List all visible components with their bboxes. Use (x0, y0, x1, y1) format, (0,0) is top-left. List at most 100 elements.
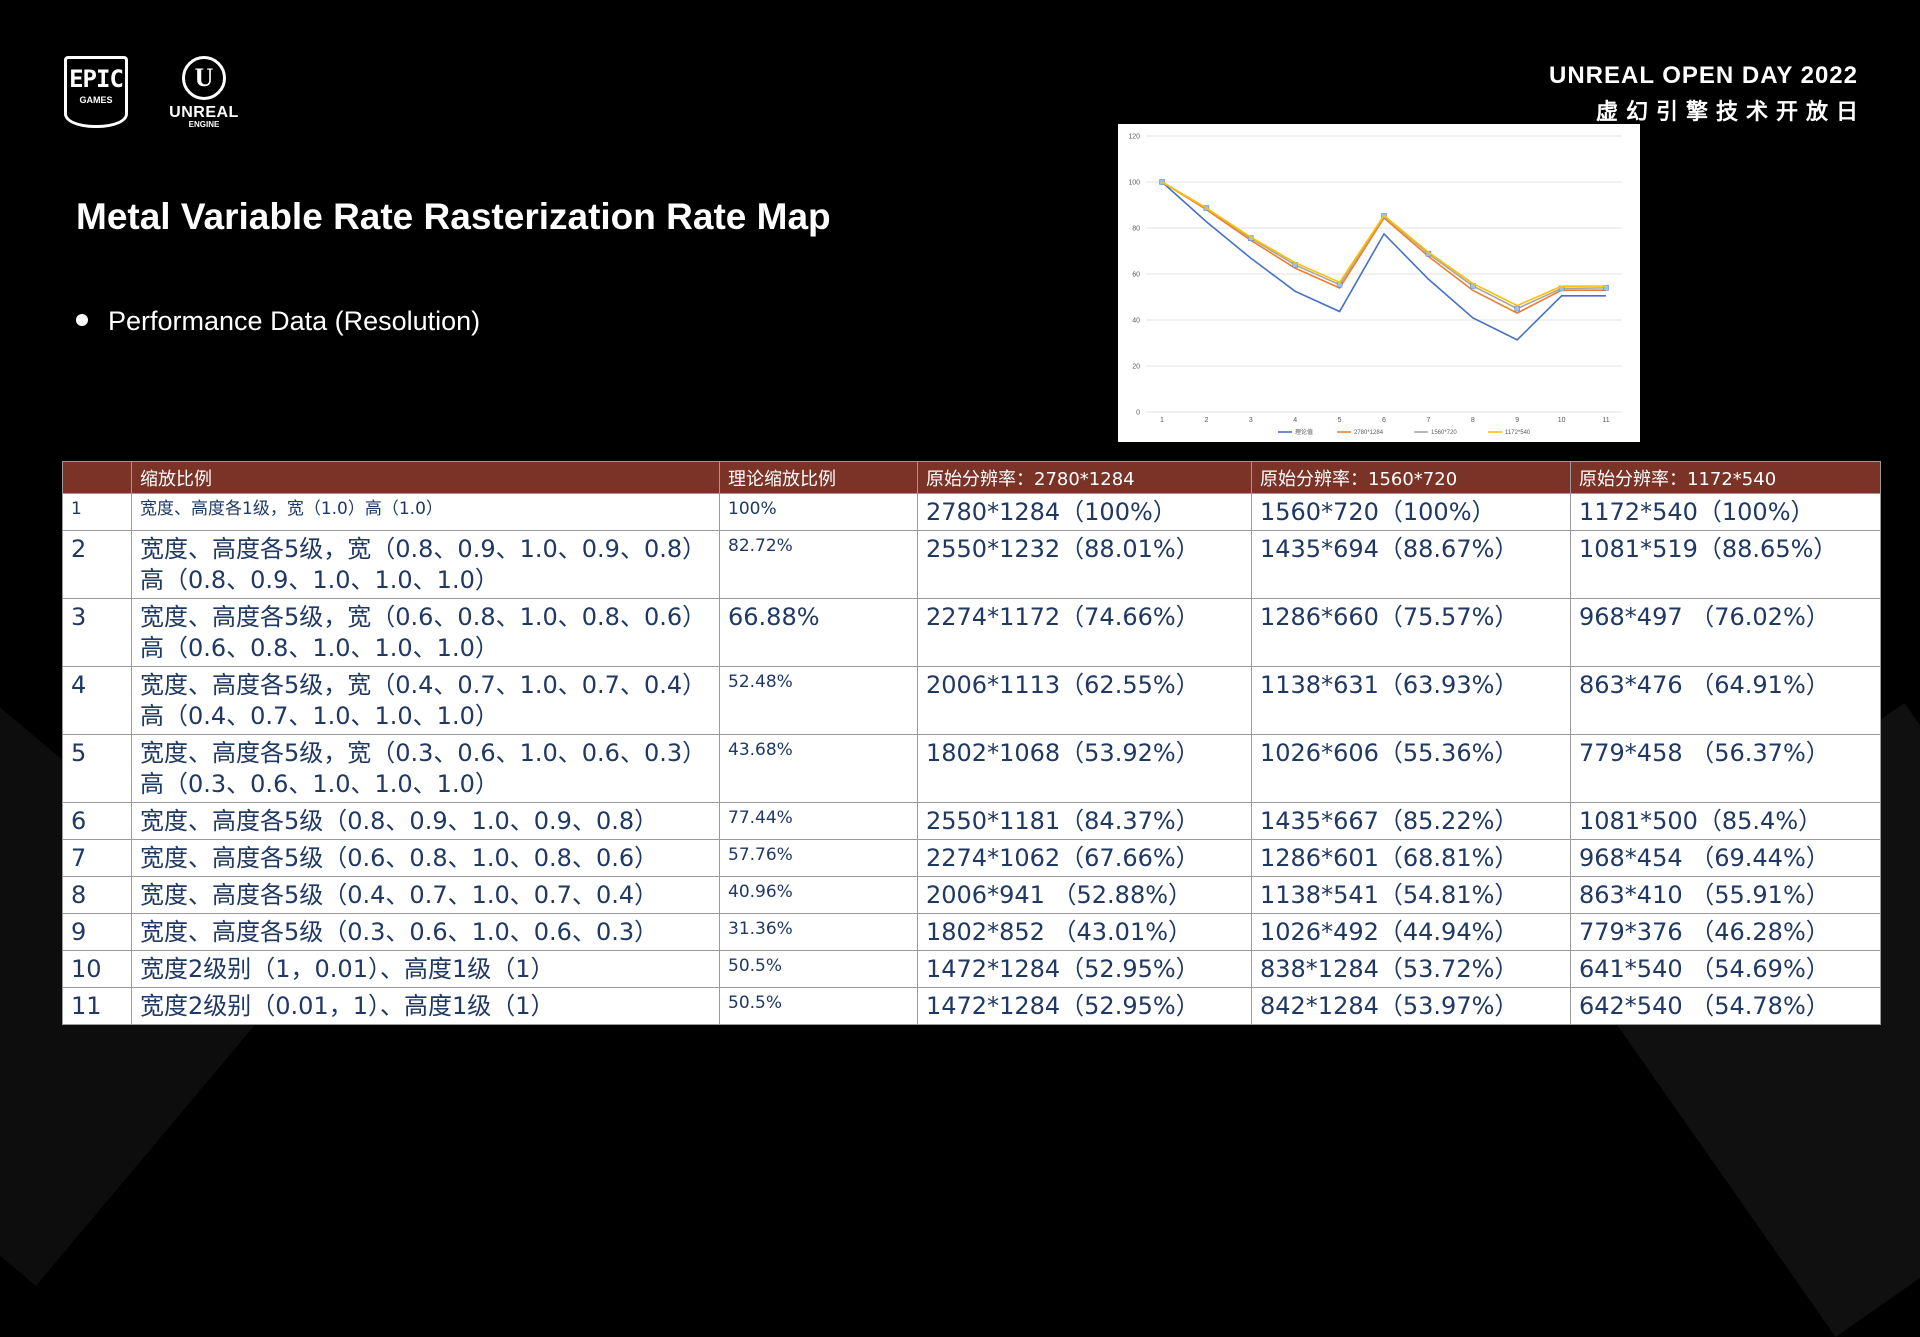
cell-res-1560: 1435*694（88.67%） (1251, 530, 1571, 599)
cell-res-1172: 1081*500（85.4%） (1570, 802, 1881, 840)
cell-res-2780: 2274*1172（74.66%） (917, 598, 1252, 667)
cell-res-1172: 968*497 （76.02%） (1570, 598, 1881, 667)
series-line-2 (1161, 181, 1607, 310)
cell-theoretical-ratio: 82.72% (719, 530, 918, 599)
table-header-row: 缩放比例 理论缩放比例 原始分辨率：2780*1284 原始分辨率：1560*720 原… (62, 461, 1881, 494)
data-point (1514, 305, 1521, 312)
cell-res-1560: 1435*667（85.22%） (1251, 802, 1571, 840)
cell-scale-ratio: 宽度、高度各5级，宽（0.4、0.7、1.0、0.7、0.4）高（0.4、0.7… (131, 666, 720, 735)
y-tick-label: 20 (1132, 364, 1140, 371)
performance-table: 缩放比例 理论缩放比例 原始分辨率：2780*1284 原始分辨率：1560*720 原… (62, 461, 1881, 1025)
cell-res-1560: 1286*601（68.81%） (1251, 839, 1571, 877)
bullet-text: Performance Data (Resolution) (108, 306, 481, 336)
cell-index: 2 (62, 530, 132, 599)
cell-theoretical-ratio: 31.36% (719, 913, 918, 951)
unreal-logo-subtext: ENGINE (188, 120, 220, 129)
y-tick-label: 0 (1136, 410, 1140, 417)
cell-index: 7 (62, 839, 132, 877)
cell-res-1172: 1172*540（100%） (1570, 493, 1881, 531)
cell-theoretical-ratio: 57.76% (719, 839, 918, 877)
cell-scale-ratio: 宽度、高度各5级，宽（0.3、0.6、1.0、0.6、0.3）高（0.3、0.6… (131, 734, 720, 803)
cell-res-1560: 842*1284（53.97%） (1251, 987, 1571, 1025)
cell-res-1560: 1138*541（54.81%） (1251, 876, 1571, 914)
table-row: 3 宽度、高度各5级，宽（0.6、0.8、1.0、0.8、0.6）高（0.6、0.… (62, 598, 1881, 667)
line-chart-svg: 0 20 40 60 80 100 120 1 2 3 4 5 6 7 8 9 10 11 理论值 2780*1284… (1128, 134, 1622, 436)
slide-title: Metal Variable Rate Rasterization Rate M… (76, 196, 831, 237)
cell-res-1172: 1081*519（88.65%） (1570, 530, 1881, 599)
y-tick-label: 120 (1128, 134, 1140, 141)
data-point (1603, 285, 1609, 291)
series-line-1 (1161, 181, 1606, 314)
header-res-2780: 原始分辨率：2780*1284 (917, 461, 1252, 494)
y-tick-label: 100 (1128, 180, 1140, 187)
epic-logo-text: EPIC (69, 65, 124, 93)
unreal-engine-logo: U UNREAL ENGINE (154, 56, 254, 136)
epic-games-logo: EPIC GAMES (64, 56, 128, 128)
table-row: 9 宽度、高度各5级（0.3、0.6、1.0、0.6、0.3） 31.36% 1802… (62, 913, 1881, 951)
cell-res-1172: 968*454 （69.44%） (1570, 839, 1881, 877)
cell-res-2780: 2550*1181（84.37%） (917, 802, 1252, 840)
cell-scale-ratio: 宽度、高度各5级（0.8、0.9、1.0、0.9、0.8） (131, 802, 720, 840)
table-row: 10 宽度2级别（1，0.01）、高度1级（1） 50.5% 1472*1284（52… (62, 950, 1881, 988)
cell-res-2780: 1472*1284（52.95%） (917, 950, 1252, 988)
cell-scale-ratio: 宽度2级别（0.01，1）、高度1级（1） (131, 987, 720, 1025)
series-line-3 (1161, 181, 1607, 307)
cell-res-1560: 1026*492（44.94%） (1251, 913, 1571, 951)
unreal-logo-text: UNREAL (169, 104, 239, 121)
cell-index: 3 (62, 598, 132, 667)
cell-theoretical-ratio: 66.88% (719, 598, 918, 667)
event-title: UNREAL OPEN DAY 2022 虚幻引擎技术开放日 (1549, 62, 1858, 126)
x-tick-label: 8 (1471, 417, 1475, 424)
cell-theoretical-ratio: 43.68% (719, 734, 918, 803)
cell-theoretical-ratio: 77.44% (719, 802, 918, 840)
header-res-1172: 原始分辨率：1172*540 (1570, 461, 1881, 494)
cell-res-2780: 1802*1068（53.92%） (917, 734, 1252, 803)
x-tick-label: 11 (1602, 417, 1609, 424)
table-row: 7 宽度、高度各5级（0.6、0.8、1.0、0.8、0.6） 57.76% 2274… (62, 839, 1881, 877)
cell-res-1172: 863*410 （55.91%） (1570, 876, 1881, 914)
cell-res-1172: 863*476 （64.91%） (1570, 666, 1881, 735)
table-row: 1 宽度、高度各1级，宽（1.0）高（1.0） 100% 2780*1284（100%… (62, 493, 1881, 531)
cell-res-1172: 641*540 （54.69%） (1570, 950, 1881, 988)
legend-label: 2780*1284 (1354, 430, 1384, 436)
cell-res-2780: 2550*1232（88.01%） (917, 530, 1252, 599)
cell-scale-ratio: 宽度、高度各5级，宽（0.8、0.9、1.0、0.9、0.8）高（0.8、0.9… (131, 530, 720, 599)
cell-res-2780: 1802*852 （43.01%） (917, 913, 1252, 951)
cell-index: 10 (62, 950, 132, 988)
table-row: 5 宽度、高度各5级，宽（0.3、0.6、1.0、0.6、0.3）高（0.3、0.… (62, 734, 1881, 803)
cell-res-1172: 779*458 （56.37%） (1570, 734, 1881, 803)
line-chart: 0 20 40 60 80 100 120 1 2 3 4 5 6 7 8 9 10 11 理论值 2780*1284… (1118, 124, 1640, 442)
series-line-0 (1161, 181, 1606, 341)
x-tick-label: 1 (1160, 417, 1164, 424)
cell-res-1560: 1026*606（55.36%） (1251, 734, 1571, 803)
cell-index: 8 (62, 876, 132, 914)
y-tick-label: 40 (1132, 318, 1140, 325)
cell-scale-ratio: 宽度、高度各5级（0.3、0.6、1.0、0.6、0.3） (131, 913, 720, 951)
cell-theoretical-ratio: 50.5% (719, 987, 918, 1025)
bullet-item: Performance Data (Resolution) (76, 306, 480, 337)
cell-index: 9 (62, 913, 132, 951)
cell-res-2780: 2006*1113（62.55%） (917, 666, 1252, 735)
unreal-logo-icon: U (182, 56, 226, 100)
cell-res-1172: 642*540 （54.78%） (1570, 987, 1881, 1025)
x-tick-label: 6 (1382, 417, 1386, 424)
table-row: 4 宽度、高度各5级，宽（0.4、0.7、1.0、0.7、0.4）高（0.4、0.… (62, 666, 1881, 735)
cell-res-2780: 2274*1062（67.66%） (917, 839, 1252, 877)
cell-res-2780: 2006*941 （52.88%） (917, 876, 1252, 914)
cell-theoretical-ratio: 100% (719, 493, 918, 531)
legend-label: 1560*720 (1431, 430, 1457, 436)
y-tick-label: 80 (1132, 226, 1140, 233)
cell-res-2780: 1472*1284（52.95%） (917, 987, 1252, 1025)
cell-res-1560: 1286*660（75.57%） (1251, 598, 1571, 667)
cell-res-1560: 1560*720（100%） (1251, 493, 1571, 531)
epic-logo-subtext: GAMES (79, 95, 113, 105)
event-title-en: UNREAL OPEN DAY 2022 (1548, 62, 1858, 89)
x-tick-label: 3 (1249, 417, 1253, 424)
cell-res-1172: 779*376 （46.28%） (1570, 913, 1881, 951)
bullet-dot-icon (76, 313, 88, 326)
cell-scale-ratio: 宽度2级别（1，0.01）、高度1级（1） (131, 950, 720, 988)
table-row: 8 宽度、高度各5级（0.4、0.7、1.0、0.7、0.4） 40.96% 2006… (62, 876, 1881, 914)
event-title-cn: 虚幻引擎技术开放日 (1595, 99, 1866, 124)
cell-index: 5 (62, 734, 132, 803)
table-row: 6 宽度、高度各5级（0.8、0.9、1.0、0.9、0.8） 77.44% 2550… (62, 802, 1881, 840)
